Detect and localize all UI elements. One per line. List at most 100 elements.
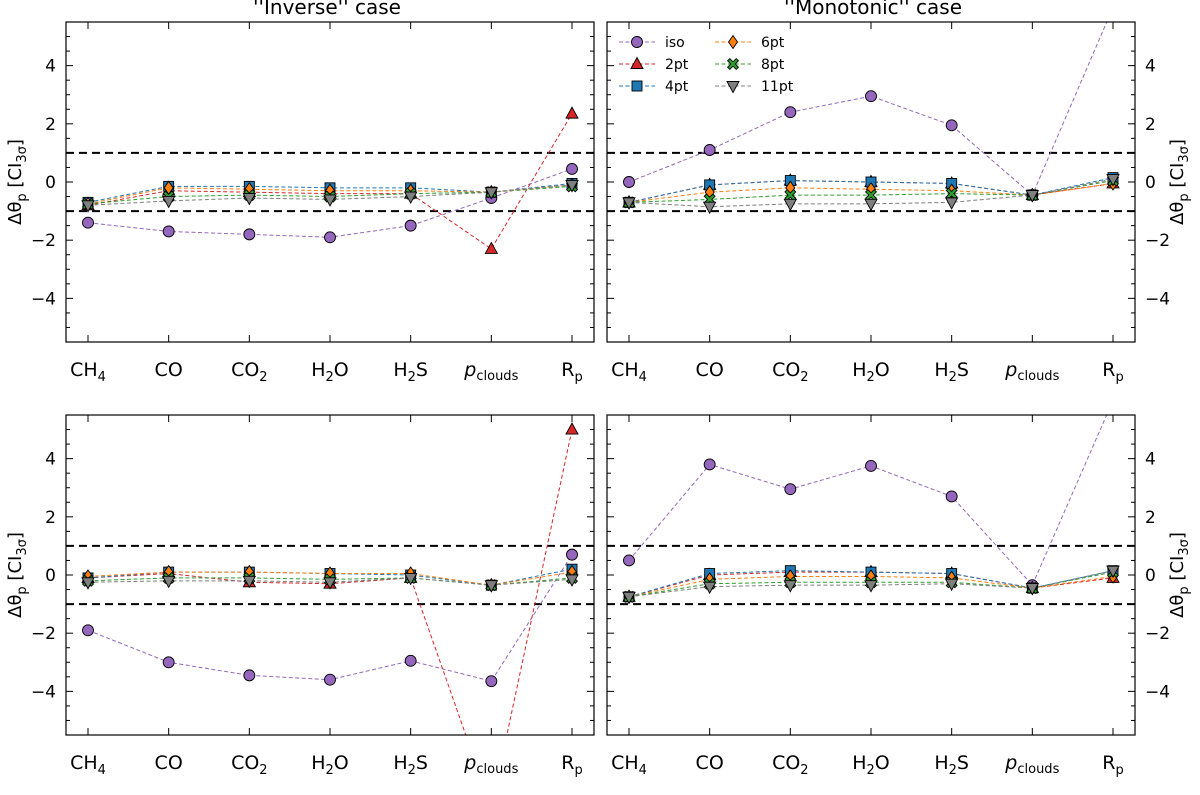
category-label-CH4: CH4 — [611, 359, 647, 385]
marker-iso-Rp — [566, 162, 578, 175]
category-label-CH4: CH4 — [70, 359, 106, 385]
marker-11pt-CO — [702, 201, 717, 215]
category-label-H2S: H2S — [934, 752, 969, 778]
legend-label: 4pt — [665, 79, 689, 95]
y-tick-label: −2 — [31, 624, 56, 644]
col-title-monotonic: ''Monotonic'' case — [784, 0, 962, 19]
legend: iso 2pt 4pt 6pt 8pt 11pt — [619, 34, 794, 95]
category-label-pclouds: pclouds — [1004, 752, 1059, 777]
legend-label: 6pt — [761, 35, 785, 51]
marker-11pt-CO2 — [242, 575, 257, 589]
marker-iso-CO2 — [784, 483, 797, 496]
legend-item-2pt: 2pt — [619, 56, 689, 73]
marker-11pt-CH4 — [81, 577, 95, 590]
category-label-pclouds: pclouds — [1004, 359, 1059, 384]
y-tick-label: 4 — [1145, 450, 1156, 470]
marker-8pt-H2S — [945, 187, 958, 200]
series-line-iso — [628, 415, 1108, 587]
category-label-Rp: Rp — [561, 752, 582, 778]
y-tick-label: −4 — [31, 682, 56, 702]
marker-11pt-Rp — [1106, 174, 1120, 187]
marker-11pt-Rp — [565, 179, 579, 193]
category-label-H2O: H2O — [311, 359, 349, 385]
panel-3: −4 −2 0 2 4 CH4 CO CO2 H2O H2S pclouds Rp Δθp [CI3σ] — [5, 414, 595, 778]
marker-11pt-H2O — [864, 198, 878, 212]
marker-11pt-CH4 — [622, 197, 636, 210]
category-label-H2O: H2O — [311, 752, 349, 778]
marker-11pt-pclouds — [484, 187, 499, 200]
legend-marker — [630, 56, 644, 69]
marker-11pt-H2S — [944, 197, 959, 210]
marker-11pt-CO — [161, 575, 176, 589]
legend-marker — [726, 57, 740, 71]
marker-11pt-Rp — [565, 574, 579, 587]
axes-frame — [65, 21, 595, 343]
legend-marker — [726, 81, 740, 94]
marker-11pt-H2S — [403, 572, 418, 586]
marker-11pt-pclouds — [1025, 190, 1040, 203]
marker-iso-CO — [703, 458, 716, 471]
y-tick-label: −4 — [31, 289, 56, 309]
legend-item-4pt: 4pt — [619, 79, 689, 95]
marker-iso-Rp — [566, 548, 578, 561]
category-label-CO2: CO2 — [772, 359, 809, 385]
y-axis-label: Δθp [CI3σ] — [1167, 532, 1192, 618]
marker-11pt-CO2 — [783, 198, 798, 212]
marker-8pt-H2O — [864, 189, 878, 202]
marker-iso-H2O — [324, 231, 336, 244]
marker-11pt-CO2 — [783, 580, 798, 593]
marker-11pt-CO2 — [242, 193, 257, 206]
marker-iso-CH4 — [623, 176, 635, 188]
panel-1: −4 −2 0 2 4 CH4 CO CO2 H2O H2S pclouds Rp Δθp [CI3σ] — [5, 21, 595, 385]
marker-2pt-pclouds — [484, 241, 499, 254]
marker-iso-CO2 — [243, 669, 256, 682]
legend-marker — [631, 36, 643, 48]
legend-label: 8pt — [761, 57, 785, 73]
y-tick-label: 2 — [45, 115, 56, 135]
marker-iso-H2S — [404, 219, 417, 232]
legend-item-8pt: 8pt — [715, 57, 785, 73]
marker-iso-pclouds — [485, 675, 498, 688]
plot-area — [622, 395, 1120, 605]
marker-iso-CO2 — [243, 228, 256, 241]
y-tick-label: −2 — [31, 231, 56, 251]
marker-iso-H2O — [865, 459, 877, 472]
series-line-2pt — [87, 429, 573, 735]
legend-label: 2pt — [665, 57, 689, 73]
category-label-Rp: Rp — [561, 359, 582, 385]
y-tick-label: 0 — [45, 173, 56, 193]
category-label-CO2: CO2 — [231, 752, 268, 778]
plot-area — [622, 22, 1120, 215]
plot-area — [81, 106, 579, 254]
marker-11pt-pclouds — [1025, 583, 1040, 596]
marker-iso-CO — [162, 656, 175, 669]
marker-iso-H2O — [324, 673, 336, 686]
marker-iso-CO2 — [784, 106, 797, 119]
marker-2pt-Rp — [565, 422, 579, 435]
marker-iso-H2O — [865, 90, 877, 103]
category-label-CO: CO — [696, 359, 724, 381]
category-label-H2O: H2O — [852, 359, 890, 385]
category-label-H2S: H2S — [934, 359, 969, 385]
marker-iso-CH4 — [82, 216, 94, 229]
marker-11pt-H2S — [403, 191, 418, 204]
legend-label: iso — [665, 35, 685, 51]
marker-8pt-CO2 — [784, 189, 797, 202]
marker-iso-H2S — [945, 119, 958, 132]
category-label-Rp: Rp — [1102, 752, 1123, 778]
category-label-pclouds: pclouds — [463, 359, 518, 384]
y-tick-label: 0 — [1145, 566, 1156, 586]
marker-iso-Rp — [1108, 395, 1119, 406]
marker-11pt-H2O — [864, 580, 878, 593]
y-axis-label: Δθp [CI3σ] — [5, 532, 30, 618]
series-line-2pt — [87, 113, 573, 250]
category-label-CO2: CO2 — [231, 359, 268, 385]
y-tick-label: −4 — [1145, 289, 1170, 309]
marker-11pt-CH4 — [622, 591, 636, 605]
category-label-CO: CO — [155, 359, 183, 381]
marker-11pt-CO — [702, 581, 717, 595]
marker-2pt-Rp — [565, 106, 579, 119]
y-tick-label: 0 — [1145, 173, 1156, 193]
y-tick-label: 4 — [45, 57, 56, 77]
panel-2: −4 −2 0 2 4 CH4 CO CO2 H2O H2S pclouds Rp Δθp [CI3σ]… — [606, 21, 1192, 385]
